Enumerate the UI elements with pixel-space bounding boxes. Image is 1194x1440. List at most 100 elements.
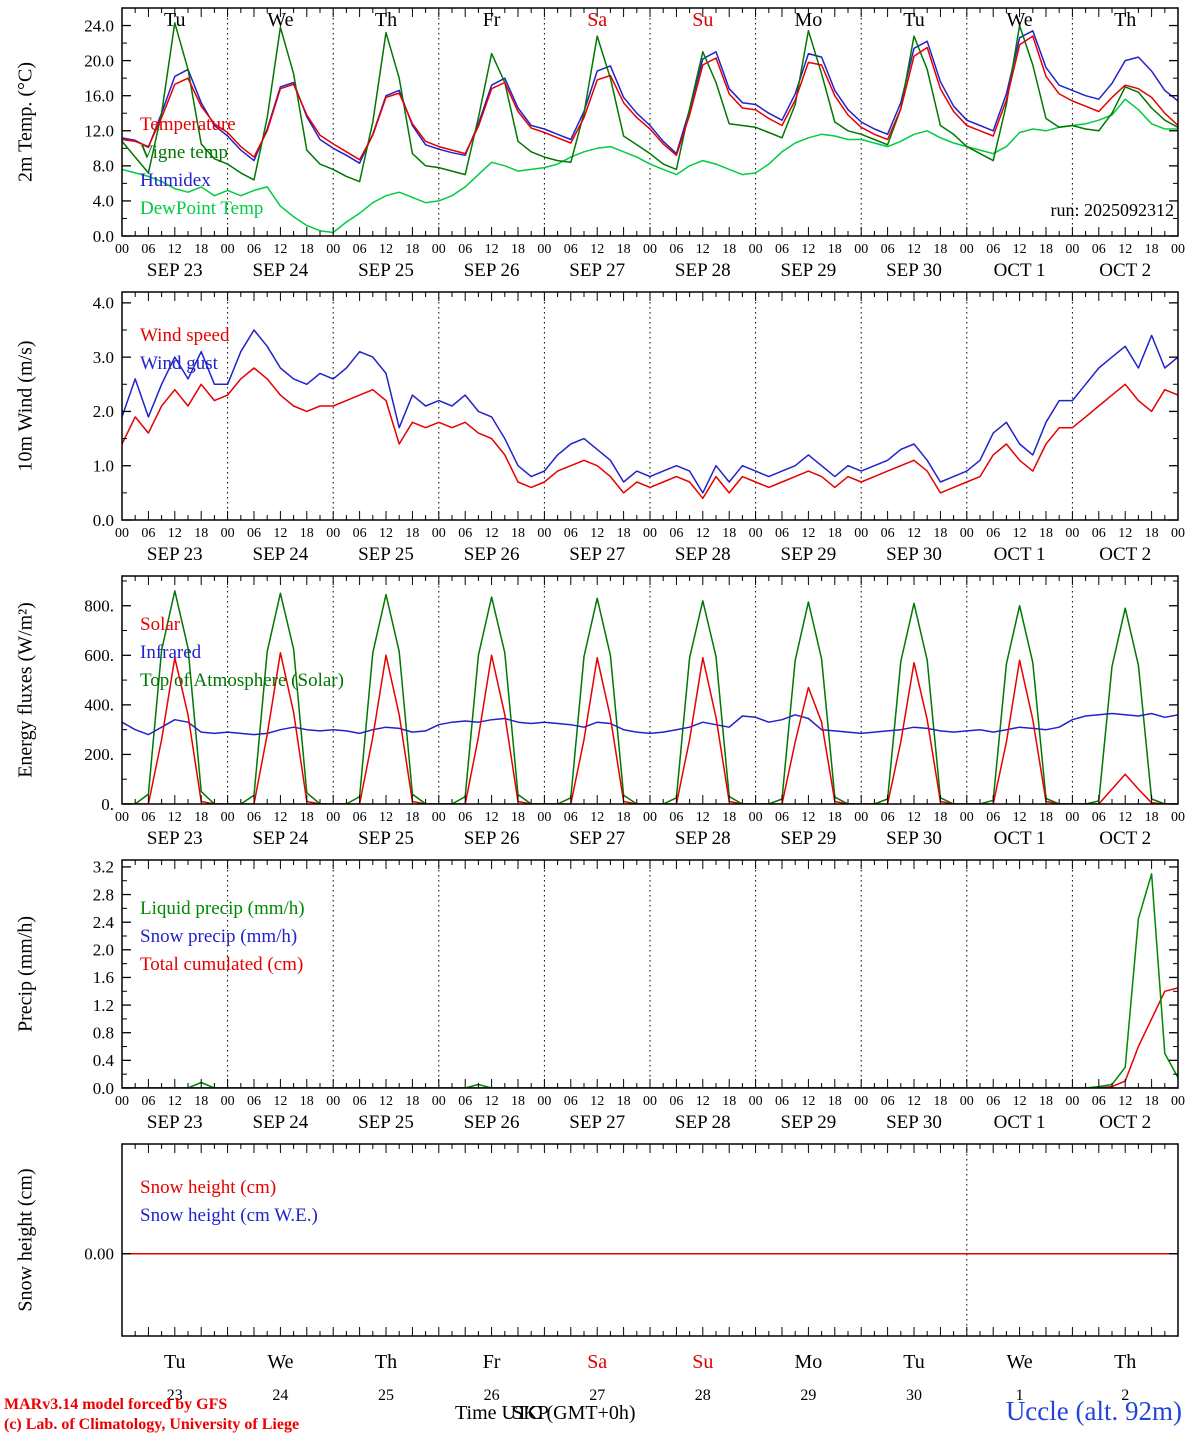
x-hour-label: 18 bbox=[511, 242, 525, 257]
x-date-label: SEP 25 bbox=[358, 544, 414, 565]
x-hour-label: 00 bbox=[115, 242, 129, 257]
day-name-label: Th bbox=[1114, 9, 1136, 31]
temperature-panel-chart: 0.0 4.0 8.0 12.0 16.0 20.0 24.0 00 06 12 18 00 06 12 1… bbox=[84, 7, 1185, 281]
day-name-label: Tu bbox=[164, 1351, 186, 1373]
x-hour-label: 00 bbox=[432, 1094, 446, 1109]
x-hour-label: 00 bbox=[326, 526, 340, 541]
legend-temperature-1: Vigne temp bbox=[140, 142, 228, 163]
x-hour-label: 12 bbox=[485, 242, 499, 257]
day-name-label: Sa bbox=[587, 9, 607, 31]
energy-axis-label: Energy fluxes (W/m²) bbox=[14, 602, 37, 778]
day-name-label: Fr bbox=[483, 9, 501, 31]
x-date-label: SEP 30 bbox=[886, 1112, 942, 1133]
x-hour-label: 00 bbox=[1065, 1094, 1079, 1109]
x-hour-label: 12 bbox=[1013, 242, 1027, 257]
x-date-label: SEP 29 bbox=[781, 828, 837, 849]
x-hour-label: 18 bbox=[722, 526, 736, 541]
x-hour-label: 12 bbox=[485, 810, 499, 825]
x-hour-label: 12 bbox=[1013, 1094, 1027, 1109]
x-hour-label: 06 bbox=[247, 810, 261, 825]
x-hour-label: 18 bbox=[722, 810, 736, 825]
x-hour-label: 12 bbox=[907, 810, 921, 825]
x-hour-label: 12 bbox=[485, 1094, 499, 1109]
x-hour-label: 00 bbox=[854, 526, 868, 541]
x-hour-label: 18 bbox=[300, 526, 314, 541]
x-hour-label: 00 bbox=[749, 526, 763, 541]
x-hour-label: 18 bbox=[828, 1094, 842, 1109]
series-line-vigne-temp bbox=[122, 22, 1178, 183]
x-hour-label: 00 bbox=[1065, 810, 1079, 825]
x-hour-label: 18 bbox=[405, 242, 419, 257]
x-hour-label: 18 bbox=[300, 242, 314, 257]
x-hour-label: 00 bbox=[749, 242, 763, 257]
series-line-dewpoint-temp bbox=[122, 98, 1178, 234]
x-hour-label: 12 bbox=[696, 810, 710, 825]
x-hour-label: 18 bbox=[828, 526, 842, 541]
x-hour-label: 18 bbox=[1039, 1094, 1053, 1109]
x-date-label: SEP 26 bbox=[464, 544, 520, 565]
x-hour-label: 12 bbox=[801, 1094, 815, 1109]
x-date-label: SEP 26 bbox=[464, 260, 520, 281]
precip-axis-label: Precip (mm/h) bbox=[14, 915, 37, 1033]
x-hour-label: 18 bbox=[1145, 242, 1159, 257]
x-hour-label: 06 bbox=[881, 526, 895, 541]
x-hour-label: 12 bbox=[801, 526, 815, 541]
series-line-wind-speed bbox=[122, 367, 1178, 500]
x-date-label: OCT 1 bbox=[994, 1112, 1046, 1133]
y-tick-label: 400. bbox=[84, 696, 114, 715]
day-name-label: We bbox=[267, 1351, 293, 1373]
x-hour-label: 12 bbox=[1013, 526, 1027, 541]
x-date-label: SEP 26 bbox=[464, 1112, 520, 1133]
series-line-top-of-atmosphere-solar- bbox=[122, 590, 1178, 804]
x-hour-label: 06 bbox=[458, 242, 472, 257]
x-hour-label: 18 bbox=[194, 242, 208, 257]
x-hour-label: 00 bbox=[432, 242, 446, 257]
x-hour-label: 18 bbox=[933, 526, 947, 541]
x-hour-label: 06 bbox=[141, 526, 155, 541]
legend-precip-0: Liquid precip (mm/h) bbox=[140, 898, 305, 919]
x-hour-label: 12 bbox=[590, 810, 604, 825]
x-hour-label: 00 bbox=[221, 810, 235, 825]
x-hour-label: 06 bbox=[141, 1094, 155, 1109]
day-name-label: Tu bbox=[903, 9, 925, 31]
y-tick-label: 200. bbox=[84, 745, 114, 764]
day-name-label: Sa bbox=[587, 1351, 607, 1373]
overlapped-station-code: SKP bbox=[512, 1402, 549, 1424]
x-hour-label: 18 bbox=[1145, 810, 1159, 825]
x-hour-label: 00 bbox=[537, 1094, 551, 1109]
x-hour-label: 00 bbox=[432, 810, 446, 825]
x-date-label: OCT 1 bbox=[994, 828, 1046, 849]
x-hour-label: 00 bbox=[221, 1094, 235, 1109]
y-tick-label: 0.4 bbox=[93, 1051, 115, 1070]
series-line-total-cumulated-cm- bbox=[122, 987, 1178, 1088]
day-number-label: 30 bbox=[906, 1387, 922, 1404]
x-date-label: SEP 29 bbox=[781, 544, 837, 565]
model-credit-line: MARv3.14 model forced by GFS bbox=[4, 1396, 228, 1413]
x-date-label: SEP 29 bbox=[781, 1112, 837, 1133]
day-name-label: We bbox=[1007, 1351, 1033, 1373]
x-date-label: SEP 24 bbox=[253, 828, 309, 849]
x-hour-label: 12 bbox=[485, 526, 499, 541]
x-hour-label: 18 bbox=[617, 526, 631, 541]
x-hour-label: 12 bbox=[1013, 810, 1027, 825]
x-date-label: SEP 30 bbox=[886, 260, 942, 281]
x-hour-label: 12 bbox=[590, 242, 604, 257]
x-hour-label: 00 bbox=[537, 242, 551, 257]
x-hour-label: 06 bbox=[247, 526, 261, 541]
x-hour-label: 18 bbox=[1039, 526, 1053, 541]
x-hour-label: 18 bbox=[722, 1094, 736, 1109]
x-hour-label: 12 bbox=[273, 242, 287, 257]
y-tick-label: 1.2 bbox=[93, 996, 114, 1015]
day-name-label: Tu bbox=[903, 1351, 925, 1373]
x-hour-label: 06 bbox=[247, 242, 261, 257]
x-hour-label: 06 bbox=[881, 810, 895, 825]
energy-panel-chart: 0. 200. 400. 600. 800. 00 06 12 18 00 06 12 18 00 06 12… bbox=[84, 575, 1185, 849]
x-hour-label: 00 bbox=[115, 1094, 129, 1109]
x-hour-label: 06 bbox=[775, 242, 789, 257]
x-hour-label: 06 bbox=[564, 1094, 578, 1109]
series-line-wind-gust bbox=[122, 329, 1178, 494]
x-hour-label: 18 bbox=[405, 526, 419, 541]
x-hour-label: 00 bbox=[960, 526, 974, 541]
y-tick-label: 0.0 bbox=[93, 227, 114, 246]
x-hour-label: 00 bbox=[960, 810, 974, 825]
